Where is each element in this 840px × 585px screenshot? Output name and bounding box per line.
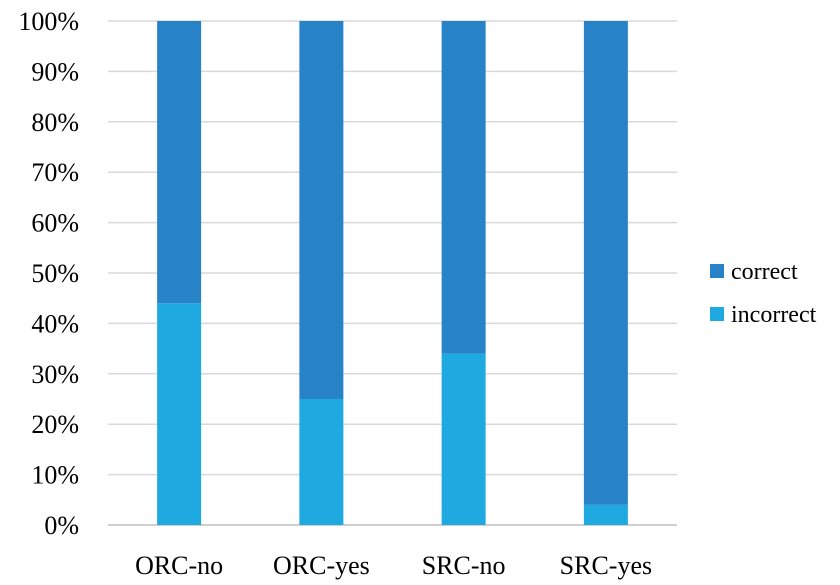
gridlines [108,20,677,526]
legend-swatch-correct [710,264,724,278]
bar-correct-ORC-no [157,21,202,304]
bars [157,21,628,525]
y-tick-label: 80% [31,108,79,137]
x-tick-label: SRC-yes [560,551,652,580]
y-tick-label: 10% [31,461,79,490]
y-tick-label: 0% [44,511,79,540]
y-tick-label: 70% [31,158,79,187]
bar-incorrect-SRC-no [441,353,486,525]
x-axis-tick-labels: ORC-no ORC-yes SRC-no SRC-yes [135,551,652,580]
bar-correct-SRC-no [441,21,486,354]
bar-correct-SRC-yes [583,21,628,505]
y-tick-label: 90% [31,57,79,86]
y-tick-label: 60% [31,209,79,238]
bar-incorrect-SRC-yes [583,504,628,525]
bar-correct-ORC-yes [299,21,344,399]
bar-incorrect-ORC-no [157,303,202,525]
y-tick-label: 20% [31,410,79,439]
x-tick-label: ORC-no [135,551,223,580]
legend-swatch-incorrect [710,307,724,321]
y-tick-label: 30% [31,360,79,389]
y-axis-tick-labels: 0% 10% 20% 30% 40% 50% 60% 70% 80% 90% 100% [18,7,79,540]
y-tick-label: 50% [31,259,79,288]
bar-incorrect-ORC-yes [299,399,344,525]
y-tick-label: 100% [18,7,79,36]
x-tick-label: ORC-yes [273,551,370,580]
y-tick-label: 40% [31,309,79,338]
legend: correct incorrect [710,259,817,328]
legend-label-correct: correct [731,259,798,285]
x-tick-label: SRC-no [422,551,506,580]
legend-label-incorrect: incorrect [731,302,817,328]
